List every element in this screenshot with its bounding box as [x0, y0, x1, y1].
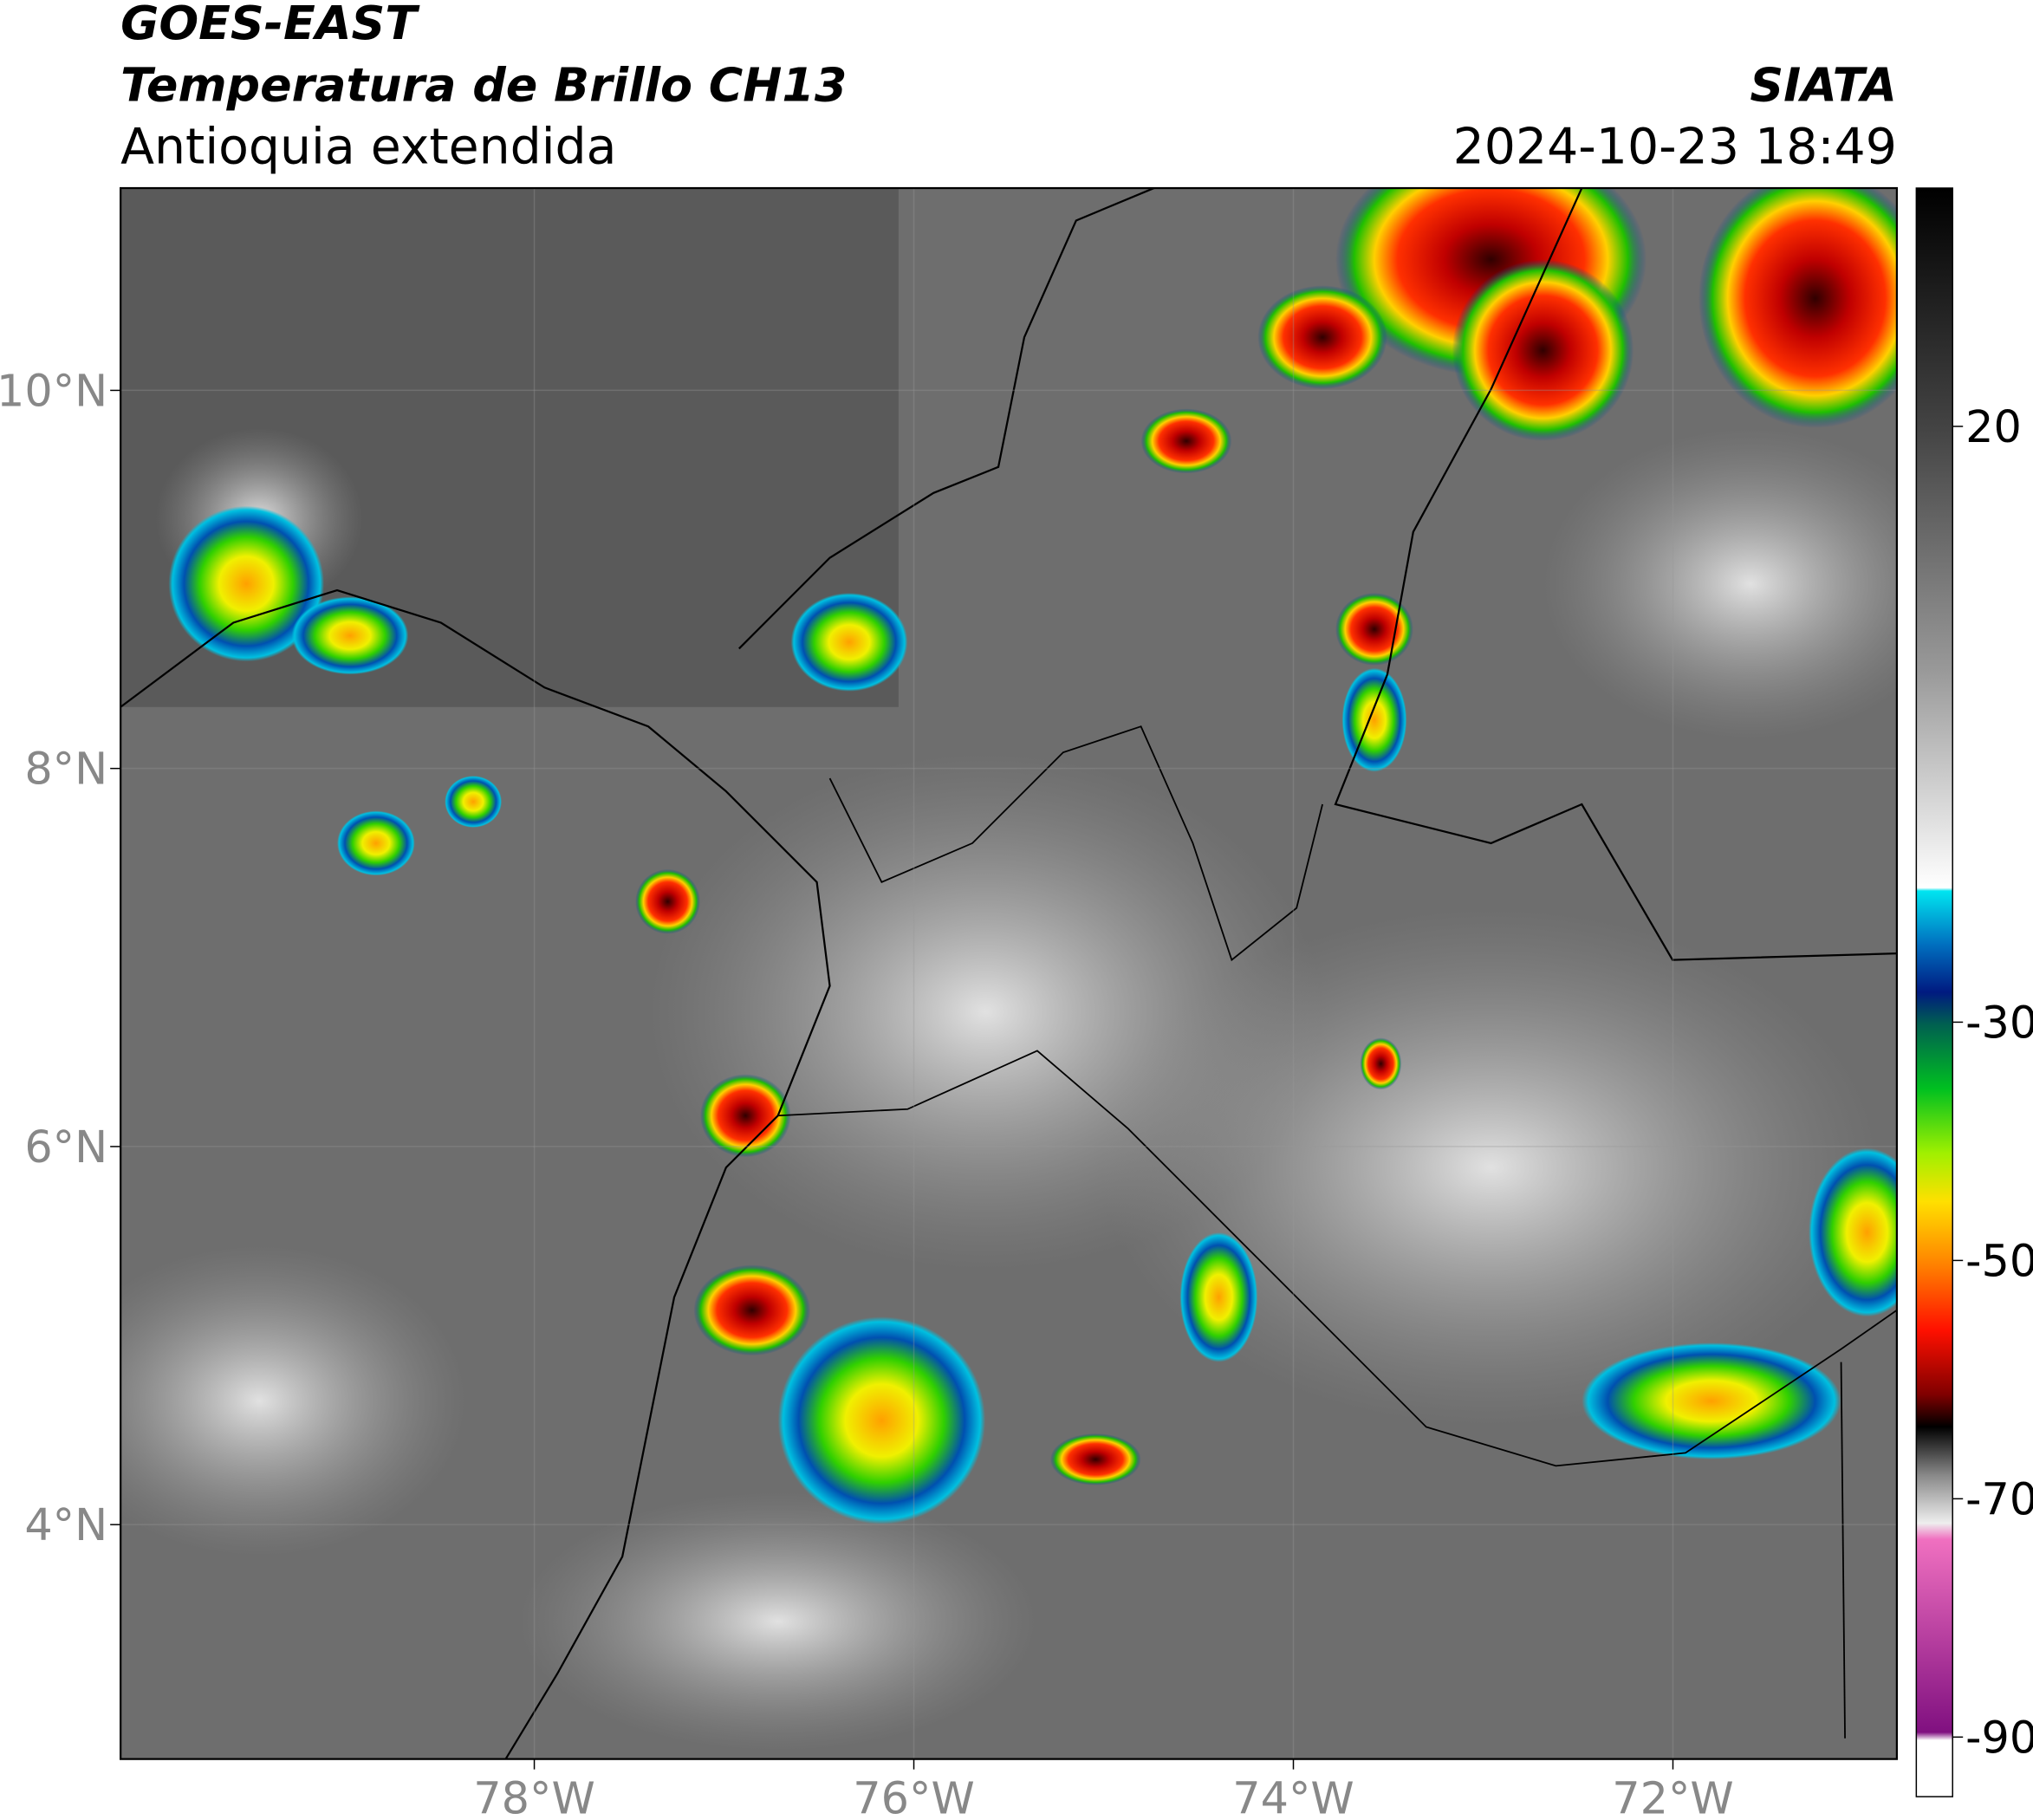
datetime: 2024-10-23 18:49	[1453, 119, 1897, 176]
x-tick-label: 76°W	[853, 1773, 974, 1820]
x-tick-label: 72°W	[1612, 1773, 1733, 1820]
graticule	[120, 188, 1897, 1759]
y-tick-label: 10°N	[0, 365, 107, 416]
region: Antioquia extendida	[120, 119, 616, 176]
colorbar-tick-label: -30	[1965, 997, 2033, 1048]
map-image	[120, 188, 1897, 1759]
map-frame	[120, 186, 1899, 1760]
colorbar-tick-label: -50	[1965, 1235, 2033, 1286]
title: Temperatura de Brillo CH13	[120, 58, 847, 113]
source: GOES-EAST	[120, 0, 420, 50]
y-tick-label: 4°N	[24, 1499, 107, 1550]
x-tick-label: 74°W	[1232, 1773, 1354, 1820]
colorbar-tick-label: 20	[1965, 401, 2022, 452]
colorbar-tick-label: -70	[1965, 1473, 2033, 1524]
y-tick-label: 8°N	[24, 744, 107, 795]
colorbar	[1915, 187, 1953, 1797]
colorbar-tick-label: -90	[1965, 1712, 2033, 1763]
y-tick-label: 6°N	[24, 1121, 107, 1173]
x-tick-label: 78°W	[473, 1773, 594, 1820]
agency: SIATA	[1750, 58, 1897, 113]
